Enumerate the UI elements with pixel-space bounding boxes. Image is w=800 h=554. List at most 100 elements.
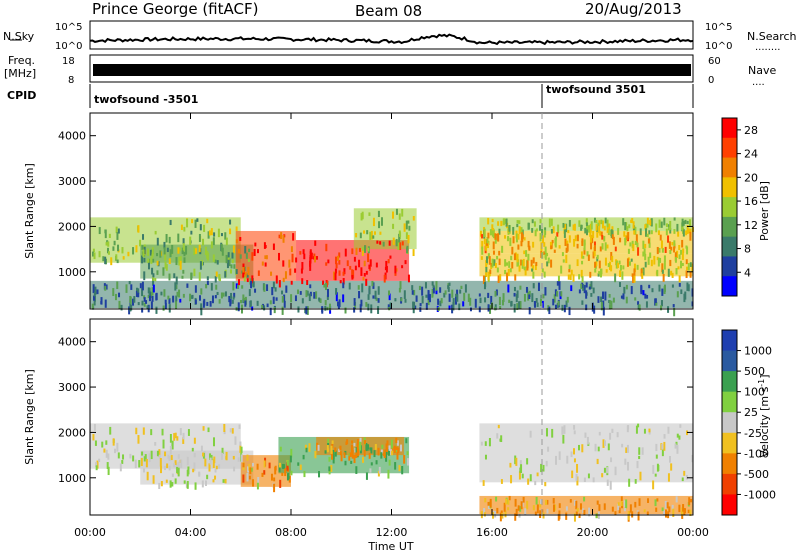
- power-cell: [114, 293, 117, 301]
- power-cell: [382, 241, 385, 247]
- power-cell: [487, 253, 490, 259]
- power-cell: [630, 258, 633, 262]
- velocity-cell: [305, 447, 308, 453]
- velocity-cell: [186, 456, 189, 466]
- power-cell: [572, 224, 575, 231]
- power-cell: [604, 242, 607, 251]
- velocity-cell: [503, 502, 506, 512]
- power-cell: [349, 265, 352, 270]
- velocity-cell: [573, 448, 576, 455]
- power-cell: [163, 289, 166, 297]
- power-cell: [657, 230, 660, 236]
- power-cell: [215, 284, 218, 290]
- power-cell: [584, 227, 587, 234]
- velocity-cell: [529, 474, 532, 482]
- power-cell: [532, 271, 535, 279]
- power-cell: [214, 276, 217, 283]
- power-cell: [514, 274, 517, 281]
- power-cell: [602, 306, 605, 316]
- velocity-cell: [391, 446, 394, 451]
- power-cell: [343, 268, 346, 275]
- power-cell: [540, 298, 543, 307]
- power-cell: [474, 298, 477, 308]
- velocity-cell: [484, 497, 487, 503]
- y-tick-label: 4000: [58, 130, 86, 143]
- velocity-colorbar-swatch: [722, 391, 737, 413]
- velocity-cell: [629, 504, 632, 513]
- power-cell: [204, 246, 207, 256]
- power-cell: [251, 275, 254, 284]
- power-cell: [458, 303, 461, 311]
- power-cell: [557, 275, 560, 283]
- x-tick-label: 20:00: [577, 526, 609, 539]
- velocity-colorbar-tick-label: 1000: [744, 345, 772, 358]
- power-cell: [194, 285, 197, 293]
- power-cell: [175, 284, 178, 290]
- power-cell: [208, 230, 211, 236]
- power-cell: [401, 241, 404, 246]
- velocity-cell: [643, 509, 646, 513]
- power-cell: [325, 262, 328, 266]
- velocity-cell: [177, 454, 180, 459]
- power-cell: [600, 296, 603, 303]
- velocity-cell: [558, 503, 561, 508]
- power-cell: [344, 307, 347, 314]
- velocity-cell: [286, 460, 289, 466]
- power-cell: [541, 268, 544, 273]
- power-cell: [183, 257, 186, 263]
- power-cell: [183, 226, 186, 232]
- velocity-cell: [214, 469, 217, 473]
- power-cell: [598, 227, 601, 234]
- power-cell: [147, 258, 150, 264]
- velocity-cell: [620, 501, 623, 507]
- power-cell: [602, 291, 605, 299]
- velocity-cell: [249, 467, 252, 475]
- power-cell: [593, 305, 596, 314]
- velocity-cell: [168, 465, 171, 471]
- freq-panel: Freq. [MHz] 18 8 60 0 Nave ....: [4, 54, 776, 88]
- velocity-cell: [521, 500, 524, 507]
- power-cell: [625, 284, 628, 290]
- velocity-cell: [691, 454, 694, 463]
- power-cell: [531, 293, 534, 303]
- power-cell: [641, 273, 644, 279]
- power-colorbar-tick-label: 8: [744, 243, 751, 256]
- power-cell: [550, 245, 553, 250]
- power-cell: [580, 224, 583, 231]
- velocity-cell: [487, 501, 490, 506]
- power-cell: [600, 269, 603, 278]
- power-cell: [481, 234, 484, 239]
- velocity-cell: [601, 473, 604, 478]
- power-cell: [200, 259, 203, 266]
- power-cell: [624, 222, 627, 231]
- power-cell: [589, 229, 592, 237]
- power-cell: [152, 284, 155, 293]
- power-cell: [189, 293, 192, 302]
- power-cell: [680, 260, 683, 269]
- velocity-cell: [192, 468, 195, 473]
- power-cell: [569, 274, 572, 281]
- power-cell: [544, 246, 547, 253]
- velocity-cell: [521, 473, 524, 479]
- velocity-cell: [638, 447, 641, 455]
- power-cell: [198, 295, 201, 301]
- power-cell: [487, 217, 490, 225]
- velocity-cell: [544, 499, 547, 505]
- power-cell: [290, 294, 293, 303]
- power-cell: [607, 228, 610, 236]
- power-cell: [368, 285, 371, 295]
- velocity-cell: [373, 450, 376, 458]
- power-cell: [487, 271, 490, 281]
- power-cell: [113, 240, 116, 246]
- velocity-cell: [637, 423, 640, 428]
- power-cell: [620, 295, 623, 299]
- power-speckle: [91, 208, 694, 317]
- velocity-cell: [314, 450, 317, 459]
- power-cell: [443, 292, 446, 298]
- power-cell: [439, 287, 442, 293]
- power-cell: [256, 249, 259, 254]
- power-cell: [437, 298, 440, 305]
- velocity-cell: [584, 432, 587, 438]
- velocity-cell: [672, 508, 675, 517]
- velocity-cell: [681, 477, 684, 482]
